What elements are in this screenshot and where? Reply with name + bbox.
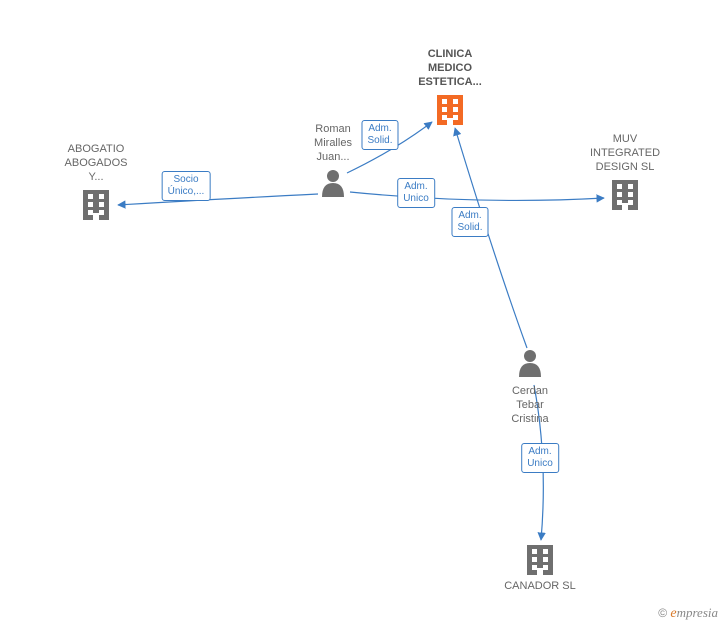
edge-label-e1: Socio Único,...: [162, 171, 211, 201]
edge-label-e4: Adm. Solid.: [451, 207, 488, 237]
edge-label-e5: Adm. Unico: [521, 443, 559, 473]
edge-label-e2: Adm. Solid.: [361, 120, 398, 150]
building-icon-clinica: [437, 95, 463, 125]
node-label-clinica: CLINICA MEDICO ESTETICA...: [418, 48, 482, 89]
building-icon-muv: [612, 180, 638, 210]
person-icon-cerdan: [519, 350, 541, 377]
person-icon-roman: [322, 170, 344, 197]
edge-e1: [118, 194, 318, 205]
edge-label-e3: Adm. Unico: [397, 178, 435, 208]
diagram-canvas: [0, 0, 728, 630]
building-icon-abogatio: [83, 190, 109, 220]
node-label-muv: MUV INTEGRATED DESIGN SL: [590, 133, 660, 174]
edge-e4: [455, 128, 527, 348]
node-label-canador: CANADOR SL: [504, 580, 576, 594]
copyright-symbol: ©: [658, 606, 667, 620]
watermark: © empresia: [658, 605, 718, 622]
building-icon-canador: [527, 545, 553, 575]
node-label-cerdan: Cerdan Tebar Cristina: [511, 385, 548, 426]
node-label-abogatio: ABOGATIO ABOGADOS Y...: [65, 143, 128, 184]
brand-rest: mpresia: [677, 605, 718, 620]
node-label-roman: Roman Miralles Juan...: [314, 123, 352, 164]
